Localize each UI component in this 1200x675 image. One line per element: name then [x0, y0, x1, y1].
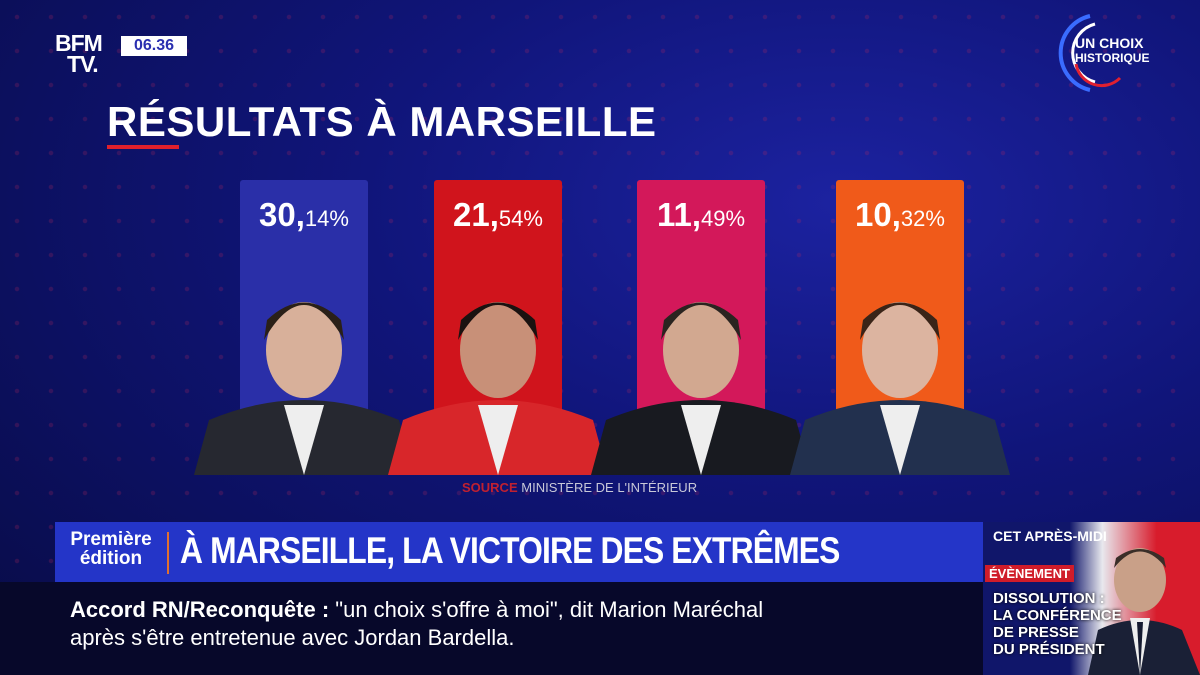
logo-line2: TV.: [67, 51, 99, 77]
label-dec: 49%: [701, 206, 746, 231]
ticker-line2: après s'être entretenue avec Jordan Bard…: [70, 625, 515, 650]
label-int: 30,: [259, 196, 305, 233]
event-line: DE PRESSE: [993, 624, 1079, 641]
label-dec: 14%: [304, 206, 349, 231]
headline-banner: Première édition À MARSEILLE, LA VICTOIRE…: [55, 522, 990, 582]
data-label: 30,14%: [240, 196, 368, 234]
candidate-photo: [790, 302, 1010, 475]
chart-title: RÉSULTATS À MARSEILLE: [107, 98, 657, 145]
ticker-line1: "un choix s'offre à moi", dit Marion Mar…: [329, 597, 764, 622]
label-dec: 32%: [900, 206, 945, 231]
un-choix-historique-badge: UN CHOIX HISTORIQUE: [1050, 12, 1170, 92]
event-line: DU PRÉSIDENT: [993, 641, 1105, 658]
data-label: 21,54%: [434, 196, 562, 234]
source-text: MINISTÈRE DE L'INTÉRIEUR: [521, 480, 698, 495]
event-line: DISSOLUTION :: [993, 590, 1105, 607]
bfmtv-logo: BFM TV.: [55, 30, 103, 77]
candidate-photo: [591, 302, 811, 475]
label-int: 10,: [855, 196, 901, 233]
title-underline: [107, 145, 179, 149]
ticker-topic: Accord RN/Reconquête :: [70, 597, 330, 622]
logo-line1: BFM: [55, 30, 103, 56]
source-note: SOURCE MINISTÈRE DE L'INTÉRIEUR: [462, 480, 697, 495]
badge-line1: UN CHOIX: [1075, 35, 1144, 51]
source-label: SOURCE: [462, 480, 518, 495]
clock: 06.36: [121, 36, 187, 56]
data-label: 11,49%: [637, 196, 765, 234]
edition-line1: Première: [70, 529, 152, 550]
event-tag: ÉVÈNEMENT: [985, 565, 1074, 582]
badge-line2: HISTORIQUE: [1075, 51, 1150, 65]
separator: [167, 532, 169, 574]
event-time: CET APRÈS-MIDI: [993, 528, 1107, 544]
candidate-photo: [388, 302, 608, 475]
headline: À MARSEILLE, LA VICTOIRE DES EXTRÊMES: [180, 530, 840, 571]
label-dec: 54%: [498, 206, 543, 231]
edition-line2: édition: [79, 548, 143, 569]
program-name: Première édition: [61, 530, 161, 568]
data-label: 10,32%: [836, 196, 964, 234]
news-ticker: Accord RN/Reconquête : "un choix s'offre…: [0, 582, 990, 675]
candidate-photo: [194, 302, 414, 475]
upcoming-event-panel: CET APRÈS-MIDI ÉVÈNEMENT DISSOLUTION : LA…: [983, 522, 1200, 675]
label-int: 21,: [453, 196, 499, 233]
event-line: LA CONFÉRENCE: [993, 607, 1122, 624]
arc-icon: [1058, 14, 1122, 92]
event-title: DISSOLUTION : LA CONFÉRENCE DE PRESSE DU PR…: [993, 590, 1122, 658]
label-int: 11,: [656, 196, 701, 233]
president-photo: [1088, 548, 1200, 675]
